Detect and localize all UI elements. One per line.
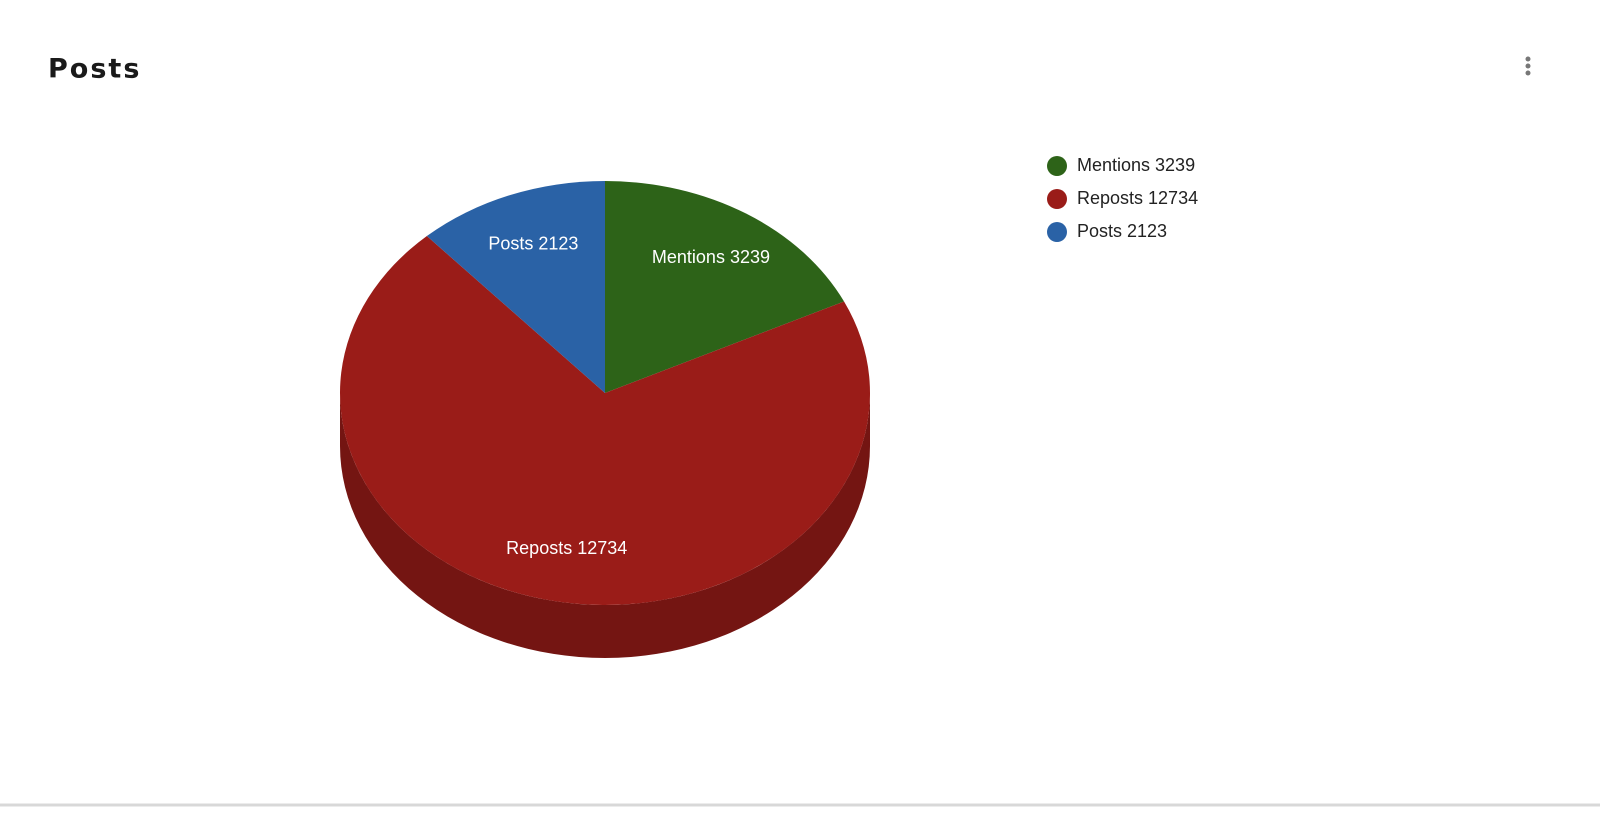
- slice-label: Posts 2123: [488, 233, 578, 253]
- chart-title: Posts: [48, 54, 141, 85]
- legend-label: Posts 2123: [1077, 221, 1167, 241]
- menu-dot: [1525, 63, 1531, 69]
- menu-dot: [1525, 70, 1531, 76]
- pie-slice: [340, 236, 871, 605]
- slice-label: Mentions 3239: [652, 247, 770, 267]
- legend-swatch: [1047, 156, 1067, 176]
- slice-side: [340, 393, 870, 658]
- menu-button[interactable]: [1525, 56, 1531, 76]
- menu-dot: [1525, 56, 1531, 62]
- legend-swatch: [1047, 222, 1067, 242]
- slice-label: Reposts 12734: [506, 538, 627, 558]
- legend-swatch: [1047, 189, 1067, 209]
- legend-label: Mentions 3239: [1077, 155, 1195, 175]
- pie-slice: [605, 181, 845, 393]
- legend-label: Reposts 12734: [1077, 188, 1198, 208]
- pie-slice: [426, 181, 605, 393]
